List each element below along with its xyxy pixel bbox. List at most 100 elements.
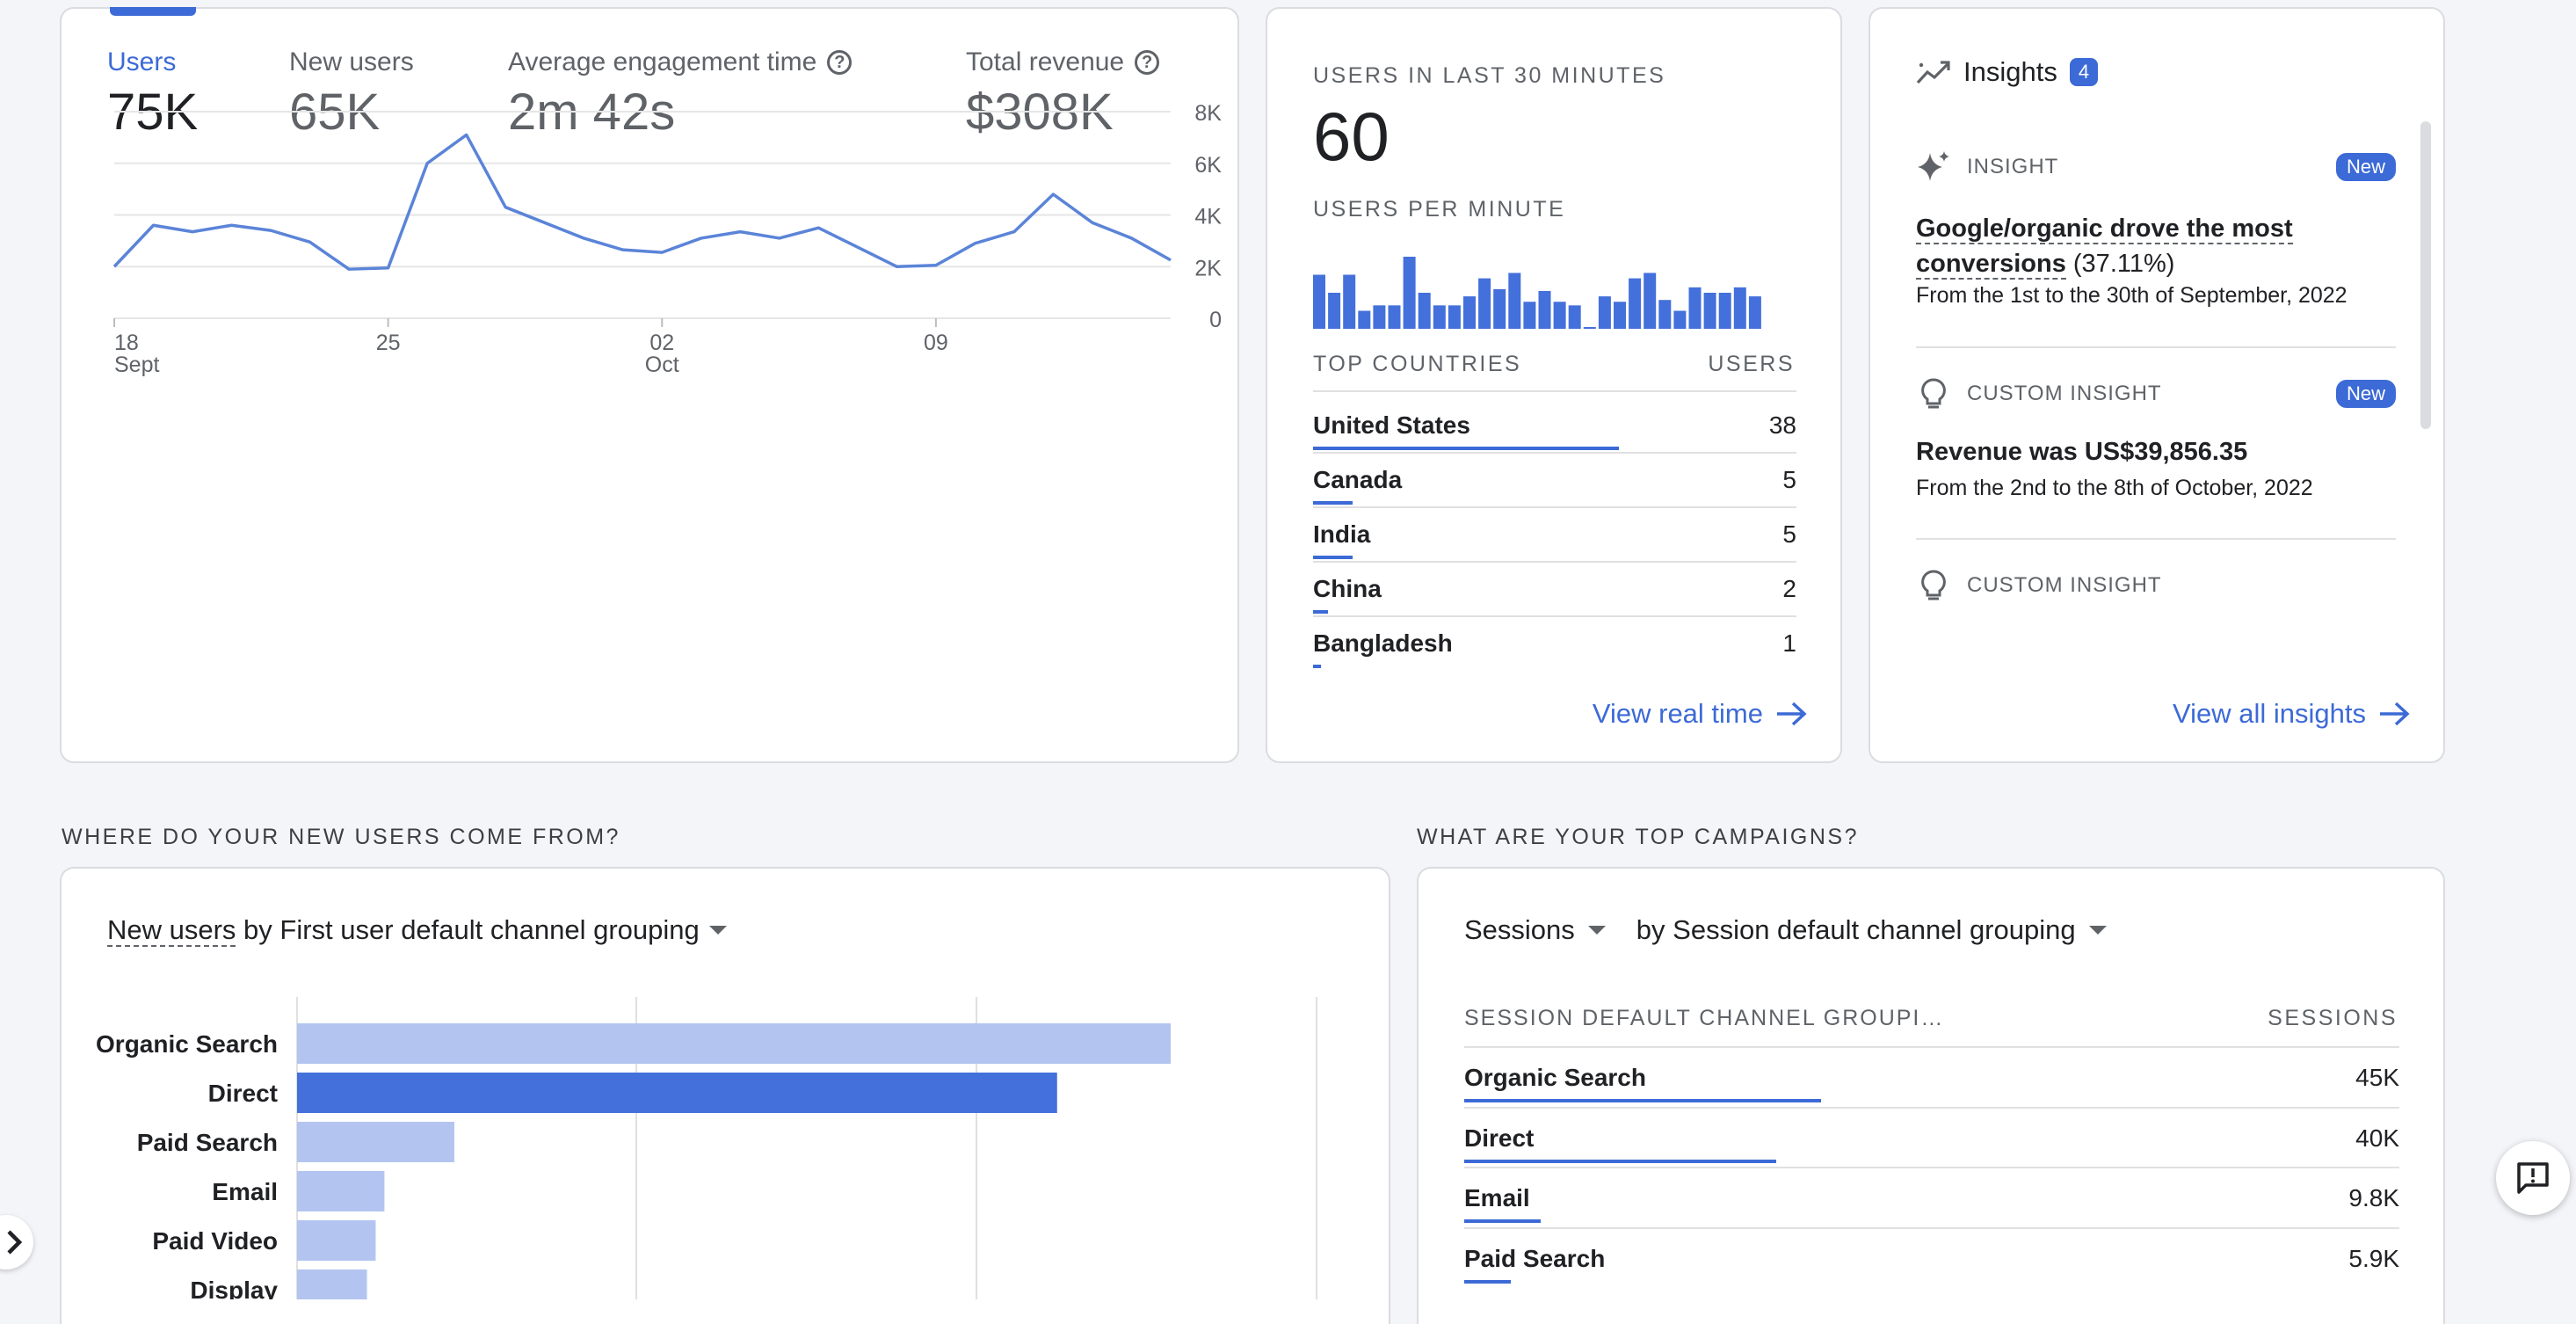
arrow-right-icon bbox=[1777, 702, 1807, 726]
help-icon[interactable]: ? bbox=[1135, 50, 1160, 75]
country-row[interactable]: Bangladesh 1 bbox=[1313, 617, 1796, 672]
insights-scrollbar[interactable] bbox=[2420, 121, 2431, 429]
per-minute-bar[interactable] bbox=[1418, 293, 1431, 329]
realtime-count: 60 bbox=[1313, 98, 1390, 175]
metric-selector[interactable]: New users bbox=[107, 914, 236, 947]
per-minute-bar[interactable] bbox=[1328, 293, 1341, 329]
insight-subtitle: From the 2nd to the 8th of October, 2022 bbox=[1916, 476, 2313, 500]
per-minute-bar[interactable] bbox=[1688, 287, 1702, 329]
insight-divider bbox=[1916, 346, 2396, 348]
per-minute-bar[interactable] bbox=[1568, 305, 1581, 329]
per-minute-bar[interactable] bbox=[1343, 274, 1356, 330]
insights-trend-icon bbox=[1916, 61, 1950, 84]
channel-selector[interactable]: New users by First user default channel … bbox=[107, 914, 728, 947]
channel-bar[interactable] bbox=[297, 1171, 385, 1211]
per-minute-bar[interactable] bbox=[1508, 273, 1521, 329]
country-name: Bangladesh bbox=[1313, 629, 1453, 657]
insight-item[interactable]: CUSTOM INSIGHT New Revenue was US$39,856… bbox=[1916, 376, 2396, 501]
country-row[interactable]: Canada 5 bbox=[1313, 454, 1796, 508]
channel-bar[interactable] bbox=[297, 1023, 1171, 1064]
country-name: India bbox=[1313, 520, 1371, 548]
insight-type: INSIGHT bbox=[1967, 155, 2059, 178]
per-minute-bar[interactable] bbox=[1403, 257, 1416, 329]
country-row[interactable]: India 5 bbox=[1313, 508, 1796, 563]
dimension-selector-label: by First user default channel grouping bbox=[236, 914, 700, 945]
insight-title-link[interactable]: Google/organic drove the most conversion… bbox=[1916, 215, 2293, 280]
campaign-row[interactable]: Email 9.8K bbox=[1464, 1168, 2399, 1229]
per-minute-bar[interactable] bbox=[1538, 290, 1551, 329]
channel-sessions: 5.9K bbox=[2348, 1244, 2399, 1272]
per-minute-bar[interactable] bbox=[1718, 293, 1731, 329]
per-minute-bar[interactable] bbox=[1673, 310, 1687, 330]
per-minute-bar[interactable] bbox=[1478, 278, 1491, 329]
y-tick-label: 4K bbox=[1194, 205, 1222, 229]
per-minute-bar[interactable] bbox=[1373, 305, 1386, 329]
per-minute-bar[interactable] bbox=[1433, 305, 1446, 329]
view-all-insights-link[interactable]: View all insights bbox=[2173, 698, 2410, 730]
campaign-row[interactable]: Direct 40K bbox=[1464, 1109, 2399, 1169]
country-users: 38 bbox=[1768, 411, 1796, 439]
view-real-time-label: View real time bbox=[1592, 698, 1763, 729]
metric-new-users-label: New users bbox=[289, 47, 414, 76]
insight-title: Revenue was US$39,856.35 bbox=[1916, 438, 2248, 466]
arrow-right-icon bbox=[2380, 702, 2410, 726]
country-share-bar bbox=[1313, 665, 1322, 668]
x-tick-day: 02 bbox=[649, 331, 674, 355]
realtime-title: USERS IN LAST 30 MINUTES bbox=[1313, 63, 1666, 88]
per-minute-bar[interactable] bbox=[1583, 326, 1596, 329]
per-minute-bar[interactable] bbox=[1313, 274, 1325, 330]
per-minute-bar[interactable] bbox=[1703, 293, 1716, 329]
country-row[interactable]: United States 38 bbox=[1313, 399, 1796, 454]
channel-name: Direct bbox=[1464, 1124, 1535, 1152]
per-minute-bar[interactable] bbox=[1629, 278, 1642, 329]
insight-item[interactable]: CUSTOM INSIGHT bbox=[1916, 568, 2396, 603]
channel-sessions: 45K bbox=[2355, 1064, 2399, 1091]
campaign-row[interactable]: Paid Search 5.9K bbox=[1464, 1229, 2399, 1290]
expand-sidebar-button[interactable] bbox=[0, 1215, 33, 1269]
sessions-selector[interactable]: Sessions bbox=[1464, 914, 1575, 945]
per-minute-bar[interactable] bbox=[1463, 296, 1476, 329]
per-minute-bar[interactable] bbox=[1748, 296, 1761, 329]
per-minute-bar[interactable] bbox=[1644, 273, 1657, 329]
insights-count-badge: 4 bbox=[2069, 58, 2099, 86]
per-minute-bar[interactable] bbox=[1598, 296, 1611, 329]
per-minute-bar[interactable] bbox=[1733, 287, 1746, 329]
metric-engagement-time[interactable]: Average engagement time ? 2m 42s bbox=[508, 47, 853, 142]
channel-bar[interactable] bbox=[297, 1122, 454, 1162]
per-minute-bar[interactable] bbox=[1523, 302, 1536, 329]
dropdown-arrow-icon[interactable] bbox=[2088, 924, 2108, 936]
per-minute-bar[interactable] bbox=[1388, 305, 1401, 329]
per-minute-bar[interactable] bbox=[1553, 302, 1566, 329]
chevron-right-icon bbox=[7, 1230, 23, 1255]
per-minute-bar[interactable] bbox=[1614, 302, 1626, 329]
lightbulb-icon bbox=[1921, 378, 1946, 409]
help-icon[interactable]: ? bbox=[827, 50, 853, 75]
users-header: USERS bbox=[1708, 352, 1795, 376]
per-minute-bar[interactable] bbox=[1493, 288, 1506, 329]
country-users: 5 bbox=[1782, 520, 1796, 548]
dropdown-arrow-icon[interactable] bbox=[1587, 924, 1607, 936]
channel-bar[interactable] bbox=[297, 1269, 367, 1299]
insights-card: Insights 4 INSIGHT New Google/organic dr… bbox=[1869, 7, 2445, 763]
insight-divider bbox=[1916, 538, 2396, 540]
grouping-selector[interactable]: by Session default channel grouping bbox=[1636, 914, 2076, 945]
channel-bar[interactable] bbox=[297, 1220, 376, 1261]
insight-item[interactable]: INSIGHT New Google/organic drove the mos… bbox=[1916, 149, 2396, 309]
selected-tab-indicator bbox=[110, 7, 196, 16]
users-series-line bbox=[112, 133, 1172, 271]
country-users: 5 bbox=[1782, 466, 1796, 493]
campaign-row[interactable]: Organic Search 45K bbox=[1464, 1048, 2399, 1109]
country-row[interactable]: China 2 bbox=[1313, 563, 1796, 617]
per-minute-bar[interactable] bbox=[1448, 305, 1461, 329]
row-divider bbox=[1313, 506, 1796, 508]
per-minute-bar[interactable] bbox=[1358, 310, 1371, 330]
view-real-time-link[interactable]: View real time bbox=[1593, 698, 1807, 730]
per-minute-bar[interactable] bbox=[1658, 300, 1672, 329]
row-divider bbox=[1313, 615, 1796, 617]
feedback-button[interactable] bbox=[2496, 1141, 2570, 1215]
new-badge: New bbox=[2335, 153, 2396, 181]
channel-bar[interactable] bbox=[297, 1073, 1057, 1113]
channel-bar-label: Paid Video bbox=[152, 1227, 278, 1255]
insight-type: CUSTOM INSIGHT bbox=[1967, 573, 2162, 597]
country-users: 2 bbox=[1782, 575, 1796, 602]
